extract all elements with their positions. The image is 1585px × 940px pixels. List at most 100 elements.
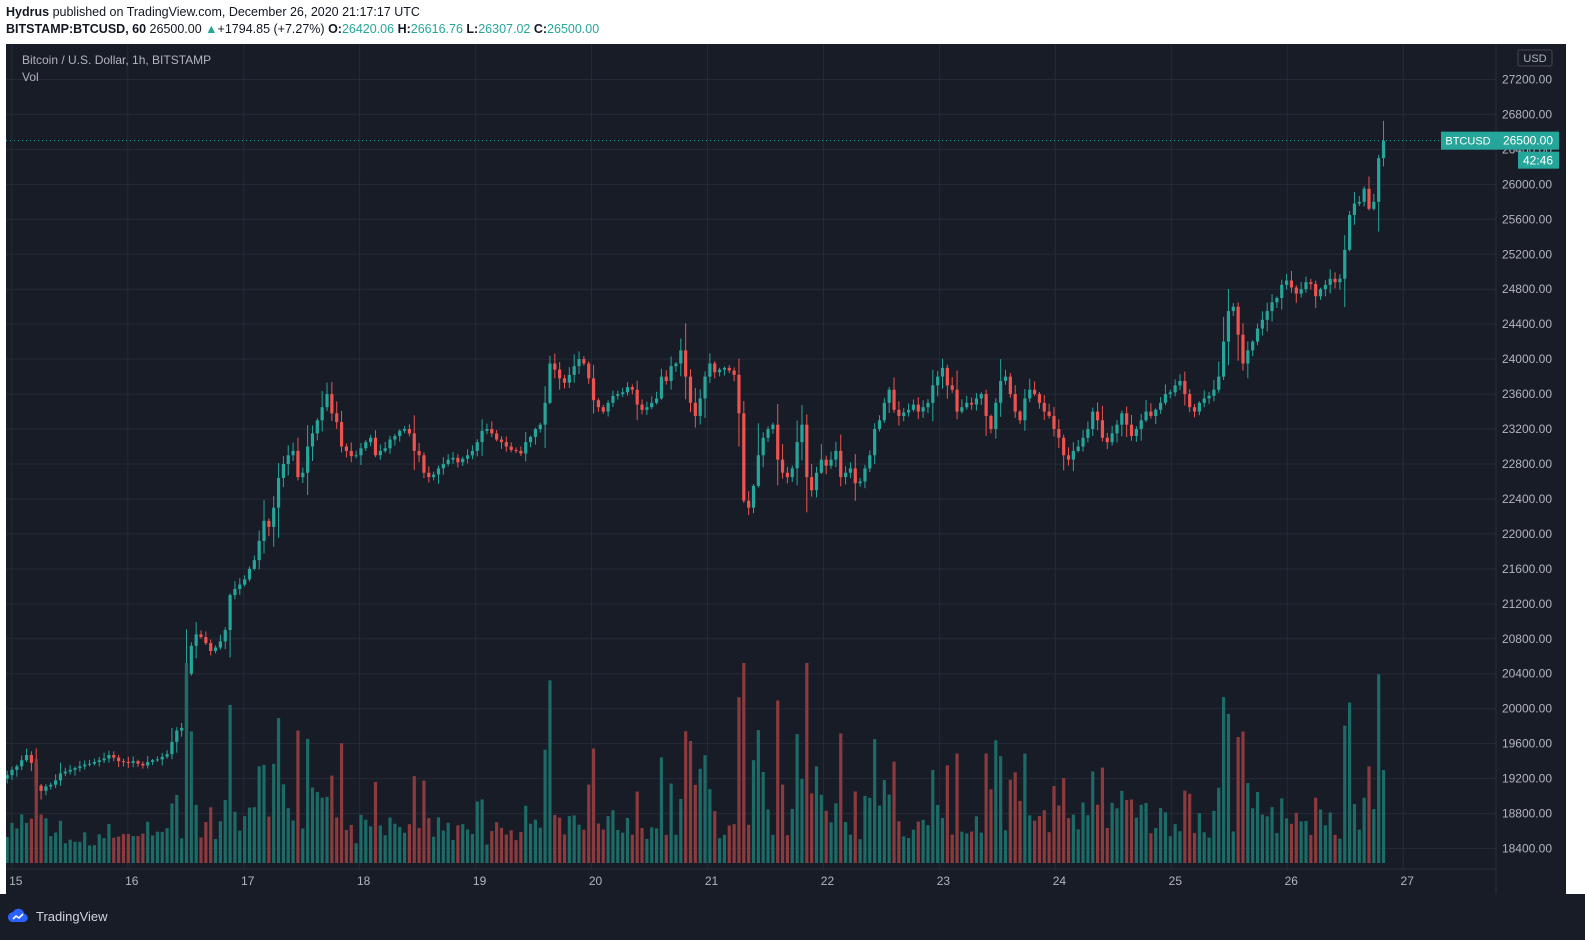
volume-bar — [790, 808, 794, 863]
volume-bar — [1071, 814, 1075, 863]
candle-body — [1071, 450, 1075, 460]
candle-body — [1202, 398, 1206, 403]
candle-body — [199, 634, 203, 638]
candle-body — [732, 370, 736, 375]
candle-body — [616, 394, 620, 396]
volume-bar — [776, 700, 780, 863]
volume-bar — [233, 811, 237, 863]
candle-body — [713, 363, 717, 373]
low-value: 26307.02 — [478, 22, 531, 36]
candle-body — [892, 389, 896, 410]
last-symbol-text: BTCUSD — [1445, 136, 1490, 148]
candle-body — [1236, 306, 1240, 335]
chart-pane[interactable]: 27200.0026800.0026400.0026000.0025600.00… — [6, 44, 1566, 894]
volume-bar — [87, 845, 92, 863]
publication-line: Hydrus published on TradingView.com, Dec… — [6, 5, 420, 19]
candle-body — [650, 402, 654, 408]
volume-bar — [1275, 833, 1279, 863]
candle-body — [1197, 402, 1201, 412]
volume-bar — [1299, 821, 1303, 863]
candle-body — [698, 398, 702, 416]
volume-bar — [1095, 804, 1100, 863]
candle-body — [1357, 201, 1361, 204]
volume-bar — [858, 839, 862, 863]
volume-bar — [625, 817, 630, 863]
volume-bar — [175, 794, 179, 863]
volume-bar — [461, 824, 465, 863]
y-tick-label: 24000.00 — [1502, 352, 1552, 366]
volume-bar — [194, 804, 198, 863]
candle-body — [233, 588, 237, 596]
volume-bar — [1231, 831, 1235, 863]
volume-bar — [514, 840, 518, 863]
published-text: published on TradingView.com, December 2… — [52, 5, 420, 19]
volume-bar — [204, 822, 208, 863]
candle-body — [625, 387, 630, 393]
candle-body — [301, 472, 305, 478]
volume-bar — [436, 817, 441, 863]
volume-bar — [402, 832, 407, 863]
volume-bar — [383, 835, 387, 863]
volume-bar — [950, 834, 954, 863]
volume-bar — [470, 833, 475, 863]
volume-bar — [805, 663, 809, 863]
candle-body — [461, 458, 465, 463]
candle-body — [606, 402, 610, 412]
volume-bar — [1265, 816, 1269, 863]
volume-bar — [121, 834, 126, 863]
volume-bar — [1348, 702, 1352, 863]
volume-bar — [1018, 800, 1022, 863]
price-chart[interactable]: 27200.0026800.0026400.0026000.0025600.00… — [6, 44, 1566, 894]
volume-bar — [727, 825, 731, 863]
volume-bar — [83, 832, 87, 863]
volume-bar — [742, 663, 746, 863]
volume-bar — [359, 814, 363, 863]
volume-bar — [354, 843, 358, 863]
candle-body — [286, 455, 290, 464]
volume-bar — [15, 828, 19, 863]
publisher-name[interactable]: Hydrus — [6, 5, 50, 19]
candle-body — [344, 446, 349, 451]
y-tick-label: 18400.00 — [1502, 842, 1552, 856]
candle-body — [373, 437, 378, 456]
candle-body — [1377, 158, 1381, 202]
ohlc-line: BITSTAMP:BTCUSD, 60 26500.00 ▲+1794.85 (… — [6, 22, 599, 36]
volume-bar — [1304, 820, 1308, 863]
candle-body — [1352, 203, 1357, 215]
candle-body — [378, 450, 382, 456]
volume-bar — [330, 775, 334, 863]
candle-body — [1120, 413, 1124, 425]
candle-body — [388, 439, 392, 449]
candle-body — [320, 407, 324, 421]
volume-bar — [243, 816, 247, 863]
volume-bar — [141, 833, 145, 863]
candle-body — [1163, 394, 1168, 403]
candle-body — [209, 643, 213, 652]
volume-bar — [306, 738, 310, 863]
x-tick-label: 17 — [241, 874, 255, 888]
candle-body — [839, 450, 843, 478]
volume-bar — [684, 731, 688, 863]
candle-body — [708, 363, 712, 377]
volume-bar — [509, 830, 513, 863]
volume-bar — [432, 836, 436, 863]
candle-body — [223, 630, 227, 642]
candle-body — [121, 761, 126, 763]
close-value: 26500.00 — [547, 22, 600, 36]
candle-body — [456, 457, 460, 463]
candle-body — [451, 457, 455, 460]
candle-body — [1095, 411, 1100, 421]
candle-body — [291, 450, 295, 456]
volume-bar — [252, 807, 256, 863]
candle-body — [1372, 201, 1376, 209]
volume-bar — [1217, 787, 1221, 863]
candle-body — [49, 784, 53, 787]
volume-bar — [732, 824, 736, 863]
last-price-badge — [1496, 131, 1559, 150]
volume-bar — [223, 800, 227, 863]
y-tick-label: 21200.00 — [1502, 597, 1552, 611]
high-label: H: — [397, 22, 411, 36]
tradingview-logo[interactable]: TradingView — [6, 908, 108, 924]
candle-body — [257, 540, 261, 561]
volume-bar — [921, 819, 925, 863]
